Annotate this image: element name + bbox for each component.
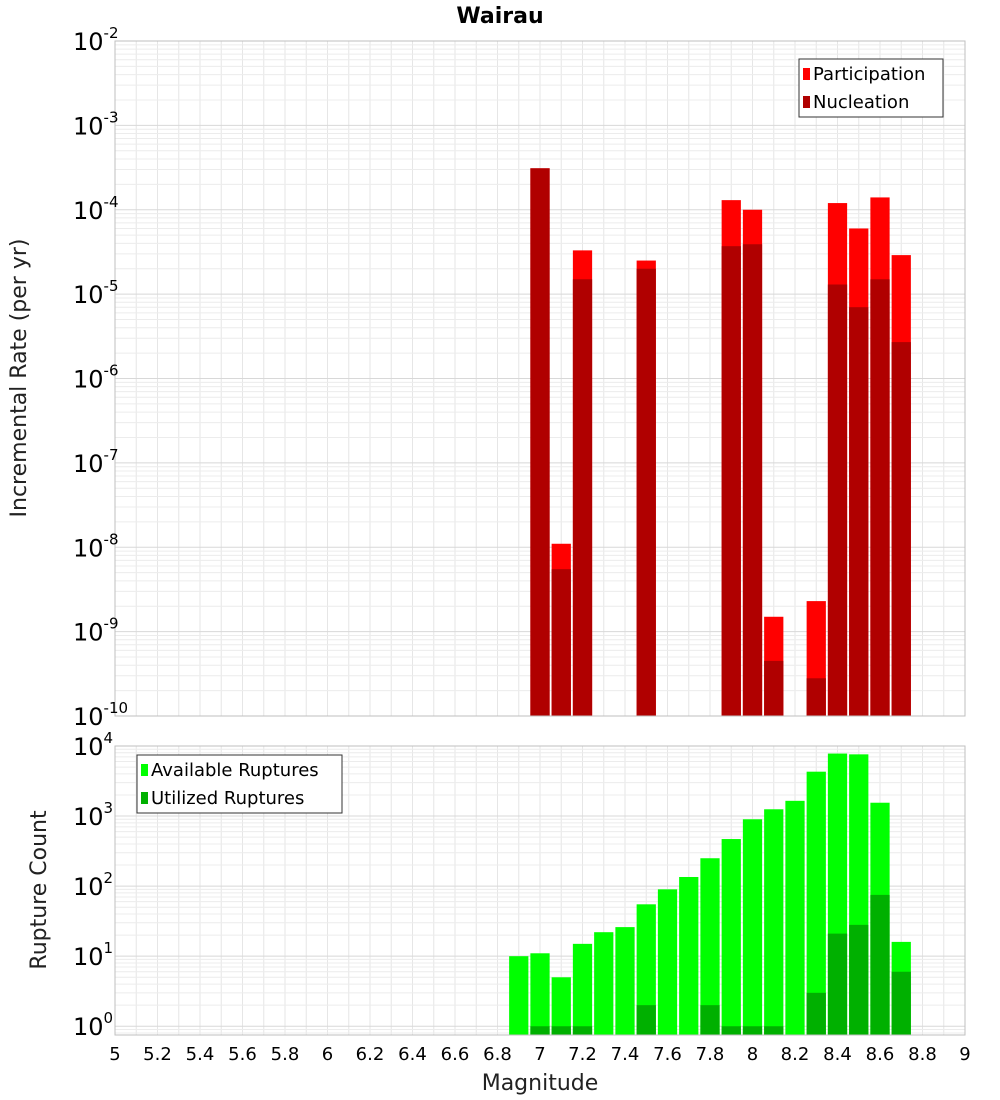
bar [891, 342, 911, 716]
x-tick-label: 8.2 [781, 1044, 810, 1065]
y-tick-label: 103 [73, 799, 113, 831]
chart-title: Wairau [456, 4, 543, 29]
x-tick-label: 6 [322, 1044, 333, 1065]
bar [551, 977, 571, 1035]
bar [742, 819, 763, 1035]
plot-frame [114, 40, 966, 717]
bar [530, 953, 550, 1035]
y-tick-label: 10-4 [73, 193, 119, 225]
x-tick-label: 7.2 [568, 1044, 597, 1065]
bar [764, 660, 784, 716]
plot-frame [114, 745, 966, 1036]
series-utilized-ruptures [530, 894, 911, 1035]
x-axis-title: Magnitude [482, 1071, 599, 1096]
bar [891, 971, 911, 1035]
bar [849, 307, 869, 716]
y-tick-label: 10-10 [73, 699, 128, 731]
legend-label: Nucleation [813, 92, 909, 113]
bar [530, 168, 550, 716]
bar [636, 268, 656, 716]
bar [870, 894, 890, 1035]
bar [615, 927, 635, 1035]
y-tick-label: 10-5 [73, 277, 119, 309]
bar [551, 1026, 571, 1035]
x-tick-label: 6.6 [441, 1044, 470, 1065]
y-tick-label: 10-3 [73, 108, 119, 140]
bar [806, 678, 826, 716]
x-tick-label: 5.6 [228, 1044, 257, 1065]
bar [764, 809, 784, 1035]
bar [849, 924, 869, 1035]
x-tick-label: 7.8 [696, 1044, 725, 1065]
bar [827, 284, 848, 716]
x-tick-label: 6.8 [483, 1044, 512, 1065]
bar [572, 1026, 593, 1035]
legend-label: Available Ruptures [151, 760, 319, 781]
x-tick-label: 7.4 [611, 1044, 640, 1065]
bar [572, 279, 593, 716]
x-tick-label: 8.6 [866, 1044, 895, 1065]
y-tick-label: 100 [73, 1009, 113, 1041]
legend: Available Ruptures Utilized Ruptures [136, 754, 343, 814]
x-tick-label: 7.6 [653, 1044, 682, 1065]
bar [572, 943, 593, 1035]
bar [785, 800, 805, 1035]
bar [700, 1005, 720, 1035]
y-tick-label: 10-9 [73, 615, 119, 647]
legend-swatch [803, 68, 810, 80]
bar [594, 932, 614, 1035]
y-tick-label: 10-2 [73, 24, 119, 56]
legend-swatch [803, 96, 810, 108]
bar [827, 933, 848, 1035]
bar [530, 1026, 550, 1035]
bar [721, 246, 741, 716]
bar [636, 1005, 656, 1035]
bar [636, 904, 656, 1035]
bar [551, 569, 571, 716]
x-tick-label: 5.2 [143, 1044, 172, 1065]
y-tick-label: 10-8 [73, 530, 119, 562]
y-tick-label: 10-7 [73, 446, 119, 478]
legend-label: Utilized Ruptures [151, 788, 304, 809]
series-nucleation [530, 168, 911, 717]
y-tick-label: 102 [73, 869, 113, 901]
legend-label: Participation [813, 64, 925, 85]
x-tick-label: 5 [109, 1044, 120, 1065]
rate-panel: 10-10 10-9 10-8 10-7 10-6 10-5 10-4 10-3 10-2 Par… [73, 24, 966, 731]
y-tick-label: 10-6 [73, 362, 119, 394]
bar [509, 956, 529, 1035]
bar [742, 244, 763, 717]
legend-swatch [141, 792, 148, 804]
x-tick-label: 8.4 [823, 1044, 852, 1065]
count-panel: 100 101 102 103 104 Available Ruptures Utilize… [73, 729, 971, 1065]
x-tick-label: 8.8 [908, 1044, 937, 1065]
bar [679, 876, 699, 1035]
x-tick-label: 5.8 [271, 1044, 300, 1065]
legend: Participation Nucleation [798, 58, 944, 118]
x-tick-label: 8 [747, 1044, 758, 1065]
x-tick-label: 6.2 [356, 1044, 385, 1065]
x-tick-label: 7 [534, 1044, 545, 1065]
bar [700, 858, 720, 1035]
legend-swatch [141, 764, 148, 776]
x-tick-label: 6.4 [398, 1044, 427, 1065]
bar [870, 279, 890, 716]
y-axis-title-count: Rupture Count [27, 810, 52, 970]
bar [721, 1026, 741, 1035]
bar [764, 1026, 784, 1035]
y-tick-label: 104 [73, 729, 113, 761]
x-tick-label: 9 [959, 1044, 970, 1065]
y-axis-title-rate: Incremental Rate (per yr) [7, 239, 32, 518]
bar [806, 771, 826, 1035]
bar [806, 992, 826, 1035]
bar [742, 1026, 763, 1035]
y-tick-label: 101 [73, 939, 113, 971]
bar [657, 889, 678, 1035]
x-tick-label: 5.4 [186, 1044, 215, 1065]
bar [721, 839, 741, 1035]
